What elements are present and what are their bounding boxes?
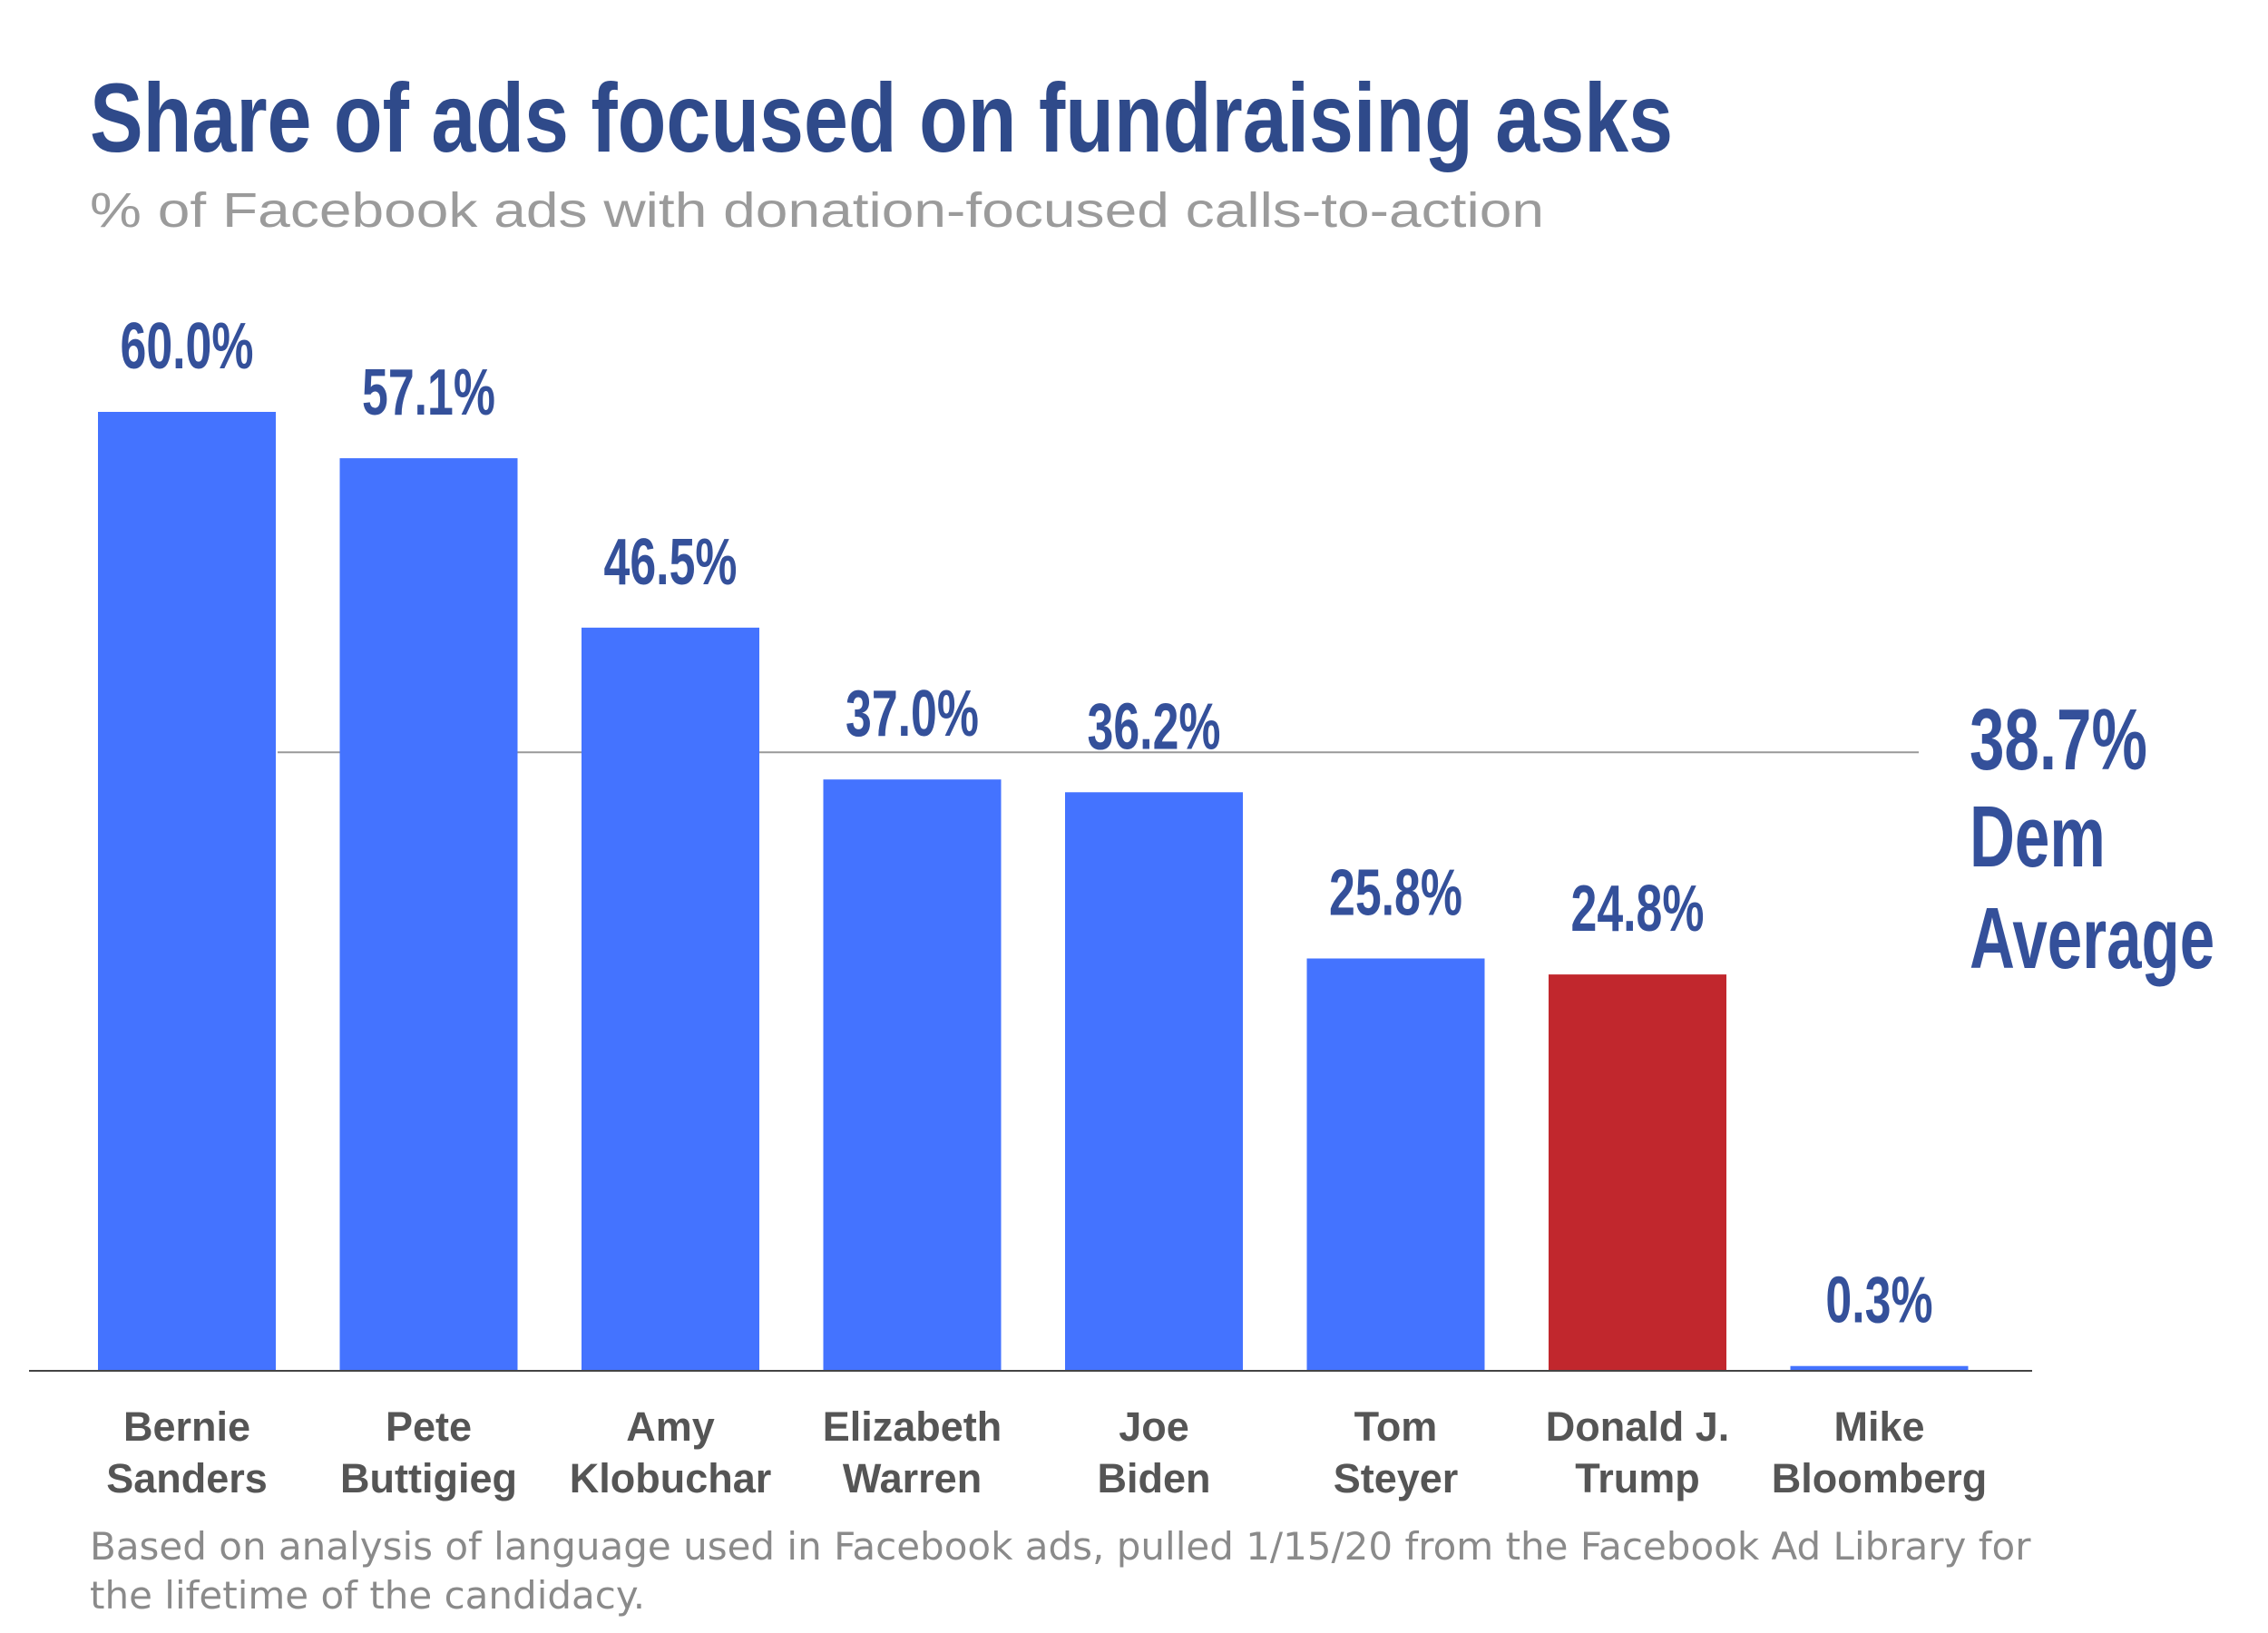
- value-label: 0.3%: [1825, 1264, 1932, 1336]
- bar: [582, 627, 759, 1371]
- value-label: 37.0%: [846, 678, 979, 750]
- bar: [1306, 958, 1485, 1371]
- x-tick-label: Tom Steyer: [1334, 1403, 1459, 1501]
- footnote: Based on analysis of language used in Fa…: [90, 1524, 2031, 1618]
- bar: [823, 779, 1002, 1371]
- bar: [1790, 1365, 1969, 1371]
- bar: [1549, 974, 1726, 1371]
- bar: [1065, 792, 1243, 1371]
- x-tick-label: Donald J. Trump: [1546, 1403, 1730, 1501]
- value-label: 36.2%: [1088, 690, 1221, 763]
- value-label: 46.5%: [604, 526, 738, 599]
- reference-text: Average: [1970, 889, 2214, 987]
- bar: [98, 412, 276, 1371]
- value-label: 57.1%: [362, 357, 495, 429]
- value-label: 25.8%: [1329, 856, 1462, 929]
- x-tick-label: Joe Biden: [1097, 1403, 1210, 1501]
- x-tick-label: Amy Klobuchar: [570, 1403, 772, 1501]
- chart-subtitle: % of Facebook ads with donation-focused …: [90, 183, 1544, 238]
- x-tick-label: Elizabeth Warren: [823, 1403, 1002, 1501]
- x-tick-label: Bernie Sanders: [106, 1403, 268, 1501]
- value-label: 60.0%: [121, 310, 254, 383]
- bar: [339, 458, 518, 1371]
- x-tick-label: Pete Buttigieg: [340, 1403, 517, 1501]
- chart-title: Share of ads focused on fundraising asks: [90, 63, 1673, 172]
- reference-value: 38.7%: [1970, 690, 2147, 788]
- reference-text: Dem: [1970, 787, 2106, 885]
- value-label: 24.8%: [1571, 873, 1705, 945]
- x-tick-label: Mike Bloomberg: [1772, 1403, 1988, 1501]
